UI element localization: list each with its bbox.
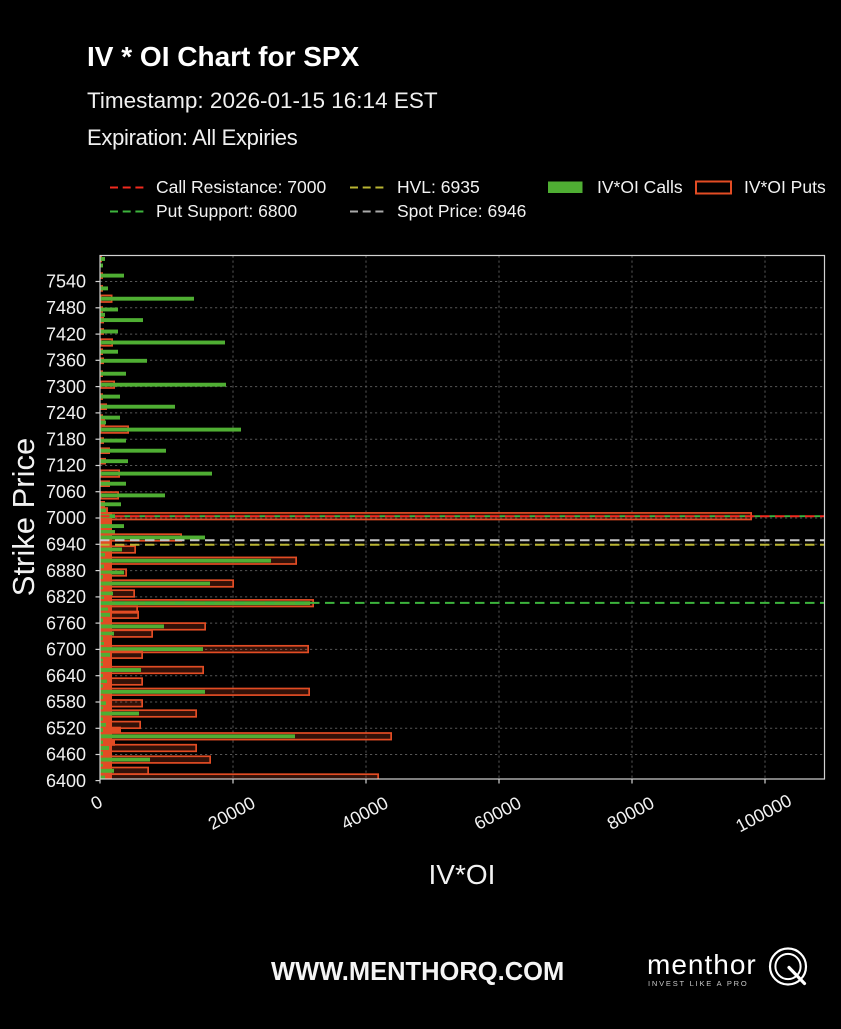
svg-text:7420: 7420: [46, 324, 86, 344]
svg-text:IV*OI Calls: IV*OI Calls: [597, 177, 683, 197]
svg-text:6460: 6460: [46, 745, 86, 765]
svg-text:IV * OI Chart for SPX: IV * OI Chart for SPX: [87, 41, 360, 72]
svg-text:6760: 6760: [46, 613, 86, 633]
svg-text:7000: 7000: [46, 508, 86, 528]
svg-text:7480: 7480: [46, 298, 86, 318]
svg-text:Strike Price: Strike Price: [6, 438, 41, 596]
svg-text:IV*OI: IV*OI: [429, 859, 496, 890]
svg-text:6520: 6520: [46, 719, 86, 739]
svg-text:6880: 6880: [46, 561, 86, 581]
svg-text:7360: 7360: [46, 351, 86, 371]
svg-text:menthor: menthor: [647, 949, 757, 980]
svg-text:Expiration: All Expiries: Expiration: All Expiries: [87, 125, 298, 150]
svg-text:6820: 6820: [46, 587, 86, 607]
svg-text:7300: 7300: [46, 377, 86, 397]
svg-text:6580: 6580: [46, 692, 86, 712]
svg-text:7540: 7540: [46, 272, 86, 292]
svg-text:WWW.MENTHORQ.COM: WWW.MENTHORQ.COM: [271, 958, 564, 986]
svg-text:Timestamp: 2026-01-15 16:14 ES: Timestamp: 2026-01-15 16:14 EST: [87, 88, 438, 113]
svg-text:HVL: 6935: HVL: 6935: [397, 177, 480, 197]
svg-text:6640: 6640: [46, 666, 86, 686]
svg-text:Put Support: 6800: Put Support: 6800: [156, 201, 297, 221]
svg-text:Spot Price: 6946: Spot Price: 6946: [397, 201, 526, 221]
svg-text:IV*OI Puts: IV*OI Puts: [744, 177, 826, 197]
svg-text:INVEST LIKE A PRO: INVEST LIKE A PRO: [648, 979, 749, 988]
svg-text:7120: 7120: [46, 456, 86, 476]
svg-text:7060: 7060: [46, 482, 86, 502]
svg-text:7180: 7180: [46, 429, 86, 449]
svg-text:6400: 6400: [46, 771, 86, 791]
svg-text:7240: 7240: [46, 403, 86, 423]
svg-text:Call Resistance: 7000: Call Resistance: 7000: [156, 177, 326, 197]
svg-text:6940: 6940: [46, 535, 86, 555]
svg-text:6700: 6700: [46, 640, 86, 660]
